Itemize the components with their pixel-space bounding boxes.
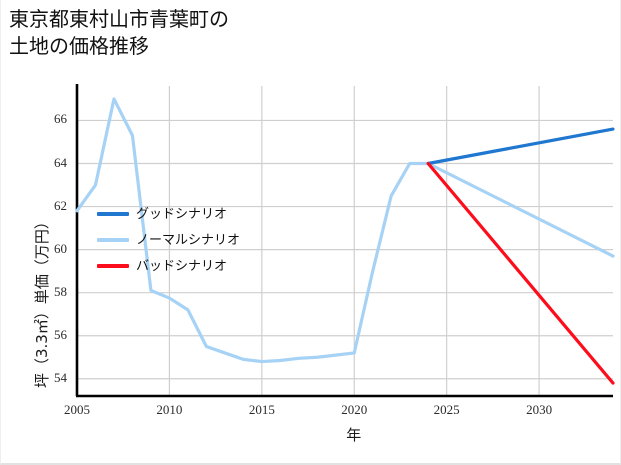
legend-color-swatch <box>97 238 129 242</box>
x-axis-title: 年 <box>346 426 362 444</box>
series-line <box>75 97 615 364</box>
y-tick-label: 66 <box>54 111 67 127</box>
y-tick-label: 54 <box>54 369 67 385</box>
chart-title: 東京都東村山市青葉町の 土地の価格推移 <box>9 7 229 58</box>
legend-item-label: バッドシナリオ <box>136 259 228 274</box>
legend-item-label: グッドシナリオ <box>136 207 228 222</box>
x-tick-label: 2030 <box>526 402 553 417</box>
x-tick-label: 2025 <box>433 402 460 417</box>
y-tick-label: 62 <box>54 197 67 213</box>
plot-background <box>77 86 613 396</box>
x-tick-label: 2010 <box>156 402 183 417</box>
y-tick-label: 60 <box>54 240 67 256</box>
series-line <box>426 161 615 385</box>
y-tick-label: 58 <box>54 283 67 299</box>
legend-color-swatch <box>97 212 129 216</box>
y-tick-label: 64 <box>54 154 67 170</box>
series-line <box>426 127 615 166</box>
y-tick-label: 56 <box>54 326 67 342</box>
x-tick-label: 2005 <box>64 402 90 417</box>
x-tick-label: 2015 <box>248 402 275 417</box>
legend-item-label: ノーマルシナリオ <box>136 233 241 248</box>
legend-color-swatch <box>97 264 129 268</box>
x-tick-label: 2020 <box>341 402 368 417</box>
